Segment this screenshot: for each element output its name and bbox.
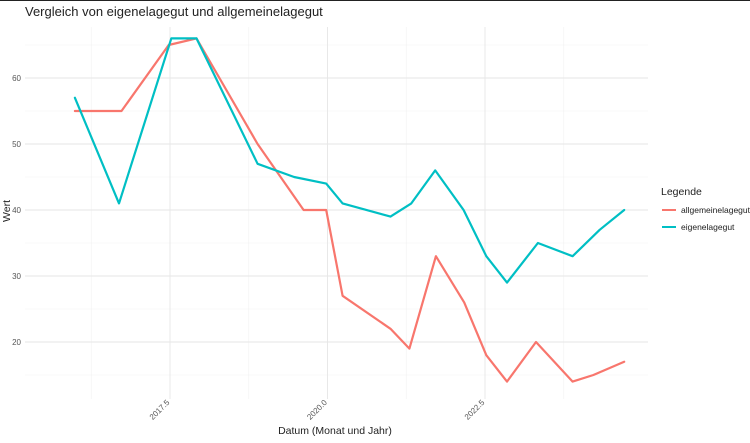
- x-tick-labels: 2017.5 2020.0 2022.5: [148, 398, 487, 422]
- y-tick-label: 50: [12, 140, 21, 149]
- x-tick-label: 2020.0: [305, 398, 329, 422]
- y-tick-label: 30: [12, 272, 21, 281]
- series-line-eigenelagegut: [73, 37, 626, 284]
- legend-label-eigenelagegut: eigenelagegut: [681, 222, 735, 232]
- y-tick-labels: 20 30 40 50 60: [12, 74, 21, 347]
- y-axis-title: Wert: [1, 200, 13, 222]
- legend: Legende allgemeinelagegut eigenelagegut: [661, 186, 750, 232]
- chart-title: Vergleich von eigenelagegut und allgemei…: [25, 4, 323, 19]
- x-tick-label: 2022.5: [463, 398, 487, 422]
- x-tick-label: 2017.5: [148, 398, 172, 422]
- y-tick-label: 20: [12, 338, 21, 347]
- grid: [25, 27, 648, 399]
- y-tick-label: 40: [12, 206, 21, 215]
- y-tick-label: 60: [12, 74, 21, 83]
- legend-title: Legende: [661, 186, 702, 198]
- series-lines: [73, 37, 626, 383]
- legend-label-allgemeinelagegut: allgemeinelagegut: [681, 205, 750, 215]
- x-axis-title: Datum (Monat und Jahr): [278, 425, 392, 437]
